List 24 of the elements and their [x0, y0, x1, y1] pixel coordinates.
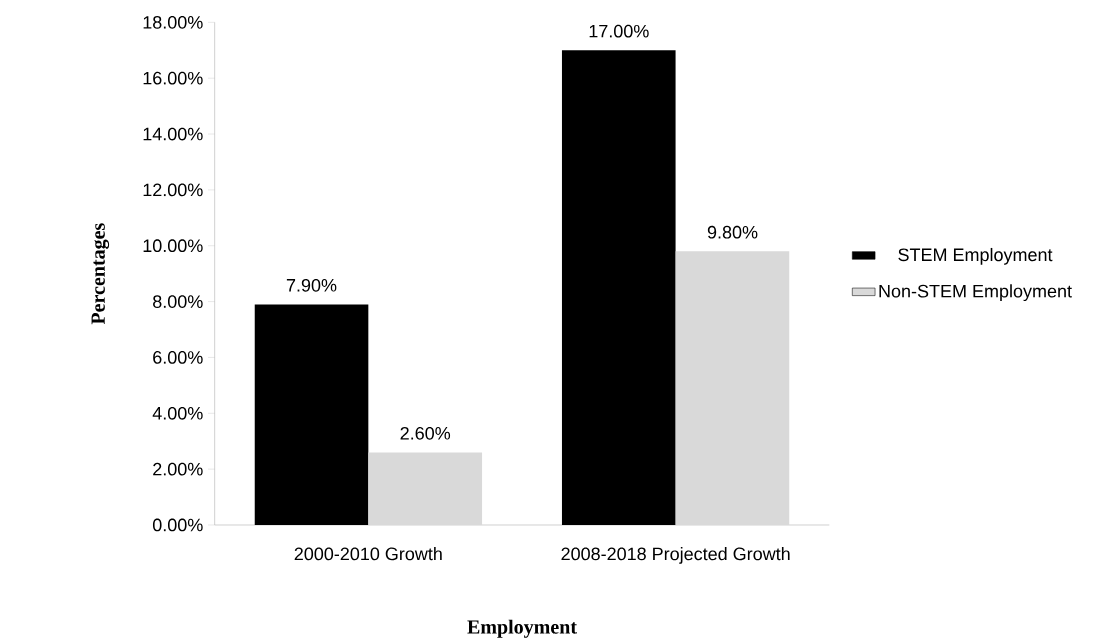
- y-tick-label: 4.00%: [152, 406, 203, 420]
- y-tick-label: 0.00%: [152, 518, 203, 532]
- y-tick-label: 18.00%: [143, 15, 203, 29]
- data-label: 17.00%: [589, 24, 649, 38]
- legend-label: STEM Employment: [898, 247, 1053, 265]
- y-axis-title: Percentages: [91, 223, 110, 325]
- y-tick-label: 10.00%: [143, 239, 203, 253]
- bar: [675, 251, 790, 525]
- y-tick-label: 8.00%: [153, 295, 203, 308]
- x-tick-label: 2008-2018 Projected Growth: [561, 547, 790, 564]
- data-label: 9.80%: [707, 225, 758, 239]
- data-label: 2.60%: [400, 426, 451, 440]
- y-tick-label: 14.00%: [143, 127, 203, 141]
- legend-label: Non-STEM Employment: [879, 284, 1072, 302]
- data-label: 7.90%: [286, 278, 337, 292]
- y-tick-label: 2.00%: [153, 462, 203, 476]
- y-tick-label: 16.00%: [143, 71, 203, 85]
- y-tick-label: 6.00%: [153, 351, 203, 364]
- bar: [368, 452, 483, 525]
- bar: [561, 50, 676, 525]
- bar: [254, 304, 369, 525]
- x-axis-title: Employment: [467, 619, 577, 638]
- x-tick-label: 2000-2010 Growth: [294, 547, 442, 561]
- y-tick-label: 12.00%: [143, 183, 203, 197]
